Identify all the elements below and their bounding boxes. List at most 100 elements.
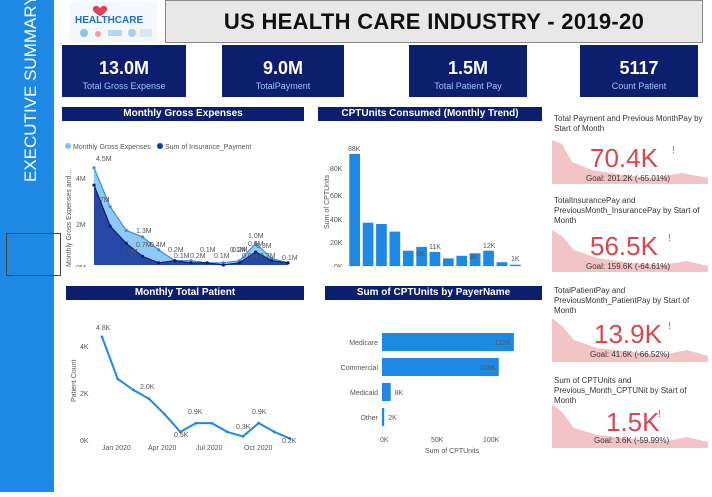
bar bbox=[456, 255, 468, 266]
data-label: 0.5K bbox=[174, 432, 189, 439]
y-tick: 0K bbox=[80, 438, 89, 445]
y-tick: 2K bbox=[80, 391, 89, 398]
data-label: 2.7M bbox=[94, 197, 110, 204]
kpi-label: Count Patient bbox=[611, 81, 667, 91]
data-label: 0.9K bbox=[188, 409, 203, 416]
data-label: 0.1M bbox=[230, 247, 246, 254]
card-title: TotalPatientPay and PreviousMonth_Patien… bbox=[554, 286, 690, 315]
data-point bbox=[124, 228, 128, 233]
data-label: 0.3K bbox=[236, 424, 251, 431]
data-label: 0.6M bbox=[248, 241, 264, 248]
category-label: Other bbox=[360, 415, 378, 422]
data-point bbox=[124, 241, 128, 245]
y-tick: 0K bbox=[334, 264, 343, 267]
data-label: 1.0M bbox=[122, 249, 138, 256]
data-label: 0.2M bbox=[260, 253, 276, 260]
y-tick: 4K bbox=[80, 344, 89, 351]
x-tick: 0K bbox=[380, 437, 389, 444]
x-tick: Oct 2020 bbox=[244, 445, 273, 452]
y-axis-label: Monthly Gross Expenses and... bbox=[66, 170, 73, 267]
y-axis-label: Sum of CPTUnits bbox=[324, 174, 331, 229]
rail-title: EXECUTIVE SUMMARY bbox=[0, 0, 54, 492]
page-title: US HEALTH CARE INDUSTRY - 2019-20 bbox=[223, 8, 645, 34]
y-tick: 4M bbox=[76, 176, 86, 183]
data-label: 0.2M bbox=[168, 247, 184, 254]
bar bbox=[510, 264, 521, 266]
data-label: 0.2K bbox=[282, 438, 297, 445]
data-label: 2.0K bbox=[140, 384, 155, 391]
card-title: Total Payment and Previous MonthPay by S… bbox=[554, 114, 703, 133]
alert-icon: ! bbox=[658, 409, 661, 420]
y-tick: 2M bbox=[76, 222, 86, 229]
kpi-value: 9.0M bbox=[262, 58, 304, 78]
data-label: 4.5M bbox=[96, 156, 112, 163]
rail-label: EXECUTIVE SUMMARY bbox=[21, 0, 40, 182]
bar bbox=[483, 250, 494, 266]
data-label: 122K bbox=[495, 340, 512, 347]
category-label: Medicare bbox=[349, 340, 378, 347]
data-point bbox=[205, 261, 209, 265]
data-label: 0.1M bbox=[282, 255, 298, 262]
x-tick: 100K bbox=[483, 437, 500, 444]
bar bbox=[349, 153, 360, 266]
bar bbox=[389, 231, 401, 266]
card-value: 13.9K bbox=[594, 319, 662, 349]
card-value: 70.4K bbox=[590, 143, 658, 173]
data-label: 6K bbox=[416, 251, 425, 258]
data-point bbox=[272, 430, 276, 434]
card-title: Sum of CPTUnits and Previous_Month_CPTUN… bbox=[554, 376, 687, 405]
y-axis-label: Patient Count bbox=[71, 360, 78, 402]
x-tick: Apr 2020 bbox=[148, 445, 177, 452]
data-point bbox=[108, 224, 112, 228]
x-tick: Jul 2020 bbox=[196, 445, 223, 452]
alert-icon: ! bbox=[672, 145, 675, 156]
healthcare-logo: HEALTHCARE bbox=[70, 2, 158, 42]
bar bbox=[382, 358, 499, 376]
bar bbox=[362, 222, 374, 266]
data-point bbox=[225, 430, 229, 434]
area-series-1 bbox=[94, 185, 288, 265]
bar bbox=[402, 250, 414, 266]
data-point bbox=[270, 259, 274, 263]
data-point bbox=[254, 250, 258, 254]
y-tick: 40K bbox=[330, 217, 343, 224]
bar bbox=[443, 258, 454, 266]
y-tick: 60K bbox=[330, 193, 343, 200]
page-title-box: US HEALTH CARE INDUSTRY - 2019-20 bbox=[165, 0, 703, 43]
kpi-label: Total Patient Pay bbox=[434, 81, 502, 91]
data-point bbox=[100, 335, 104, 339]
alert-icon: ! bbox=[668, 321, 671, 332]
data-label: 0.3M bbox=[256, 243, 272, 250]
data-point bbox=[237, 261, 242, 265]
data-label: 3K bbox=[469, 254, 478, 261]
data-point bbox=[189, 261, 193, 265]
data-label: 2K bbox=[388, 415, 397, 422]
chart-title: Monthly Gross Expenses bbox=[62, 107, 304, 121]
kpi-label: Total Gross Expense bbox=[82, 81, 166, 91]
card-cpt-units: Sum of CPTUnits and Previous_Month_CPTUN… bbox=[550, 374, 710, 454]
data-point bbox=[131, 388, 135, 392]
x-tick: Jan 2020 bbox=[102, 445, 131, 452]
gross-expenses-chart: Monthly Gross Expenses Monthly Gross Exp… bbox=[62, 107, 304, 267]
sparkline bbox=[552, 230, 708, 272]
logo-text: HEALTHCARE bbox=[75, 15, 143, 26]
data-point bbox=[157, 261, 161, 265]
data-point bbox=[178, 430, 182, 434]
data-point bbox=[194, 421, 198, 425]
kpi-value: 13.0M bbox=[98, 58, 150, 78]
bar bbox=[382, 408, 385, 426]
sparkline bbox=[552, 318, 708, 362]
data-point bbox=[147, 397, 151, 401]
legend-dot-gross bbox=[65, 143, 71, 149]
selection-box[interactable] bbox=[6, 233, 61, 276]
kpi-total-patient-pay: 1.5M Total Patient Pay bbox=[409, 45, 527, 97]
data-label: 0.4M bbox=[150, 242, 166, 249]
category-label: Commercial bbox=[341, 365, 379, 372]
data-label: 8K bbox=[395, 390, 404, 397]
data-label: 88K bbox=[348, 146, 361, 153]
card-value: 56.5K bbox=[590, 231, 658, 261]
category-label: Medicaid bbox=[350, 390, 378, 397]
kpi-label: TotalPayment bbox=[255, 81, 311, 91]
data-point bbox=[221, 263, 225, 267]
sparkline bbox=[552, 140, 708, 184]
